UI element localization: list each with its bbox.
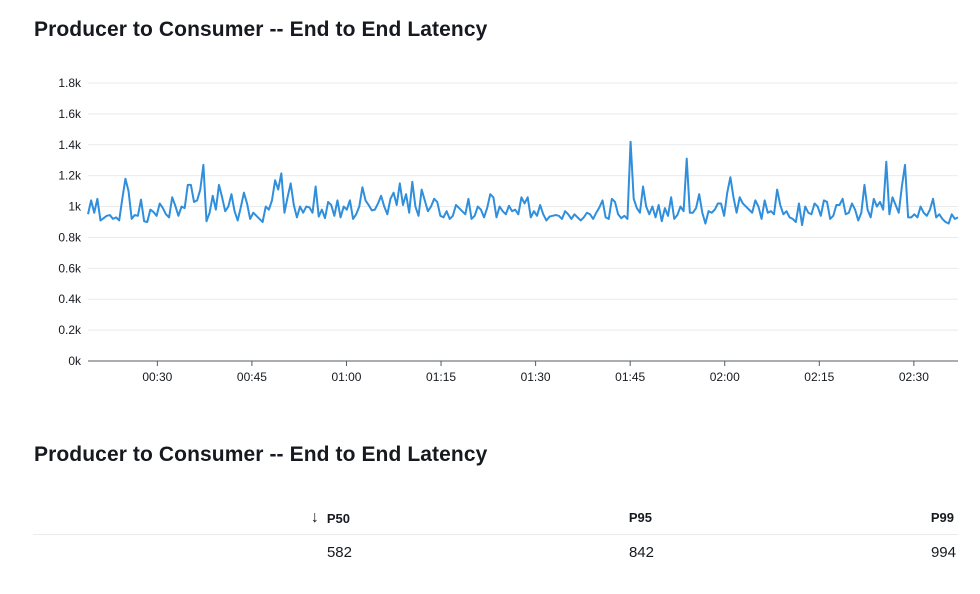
y-tick-label: 0.2k bbox=[58, 323, 82, 337]
series-line bbox=[87, 140, 959, 227]
y-axis-ticks: 0k 0.2k 0.4k 0.6k 0.8k 1k 1.2k 1.4k 1.6k 1.8k bbox=[58, 76, 82, 368]
x-axis-ticks: 00:30 00:45 01:00 01:15 01:30 01:45 02:00 02:15… bbox=[142, 361, 929, 384]
column-header-label: P50 bbox=[326, 510, 350, 526]
widget-title-table: Producer to Consumer -- End to End Laten… bbox=[34, 443, 488, 466]
x-tick-label: 01:45 bbox=[615, 370, 645, 384]
y-tick-label: 1.2k bbox=[58, 169, 82, 183]
column-header-p50[interactable]: ↓ P50 bbox=[311, 510, 350, 526]
x-tick-label: 00:45 bbox=[237, 370, 267, 384]
y-tick-label: 1k bbox=[68, 200, 82, 214]
y-tick-label: 1.4k bbox=[58, 138, 82, 152]
table-header-row: ↓ P50 P95 P99 bbox=[33, 500, 958, 535]
arrow-down-icon[interactable]: ↓ bbox=[310, 509, 319, 526]
y-tick-label: 1.8k bbox=[58, 76, 82, 90]
column-header-p95[interactable]: P95 bbox=[629, 510, 652, 525]
table-row: 582 842 994 bbox=[33, 535, 958, 569]
x-tick-label: 02:00 bbox=[710, 370, 740, 384]
latency-line-chart: 0k 0.2k 0.4k 0.6k 0.8k 1k 1.2k 1.4k 1.6k 1.8k 00:… bbox=[58, 76, 959, 384]
y-tick-label: 0k bbox=[68, 354, 82, 368]
x-tick-label: 01:30 bbox=[521, 370, 551, 384]
x-tick-label: 01:15 bbox=[426, 370, 456, 384]
y-tick-label: 0.4k bbox=[58, 292, 82, 306]
column-header-label: P95 bbox=[628, 510, 652, 525]
y-tick-label: 1.6k bbox=[58, 107, 82, 121]
x-tick-label: 00:30 bbox=[142, 370, 172, 384]
cell-p95: 842 bbox=[628, 544, 654, 561]
y-tick-label: 0.8k bbox=[58, 230, 82, 244]
x-tick-label: 02:15 bbox=[804, 370, 834, 384]
x-tick-label: 02:30 bbox=[899, 370, 929, 384]
x-tick-label: 01:00 bbox=[331, 370, 361, 384]
widget-title: Producer to Consumer -- End to End Laten… bbox=[34, 18, 488, 41]
column-header-label: P99 bbox=[930, 510, 954, 525]
column-header-p99[interactable]: P99 bbox=[931, 510, 954, 525]
y-tick-label: 0.6k bbox=[58, 261, 82, 275]
percentile-table: ↓ P50 P95 P99 582 842 994 bbox=[33, 500, 958, 569]
cell-p99: 994 bbox=[930, 544, 956, 561]
cell-p50: 582 bbox=[326, 544, 352, 561]
